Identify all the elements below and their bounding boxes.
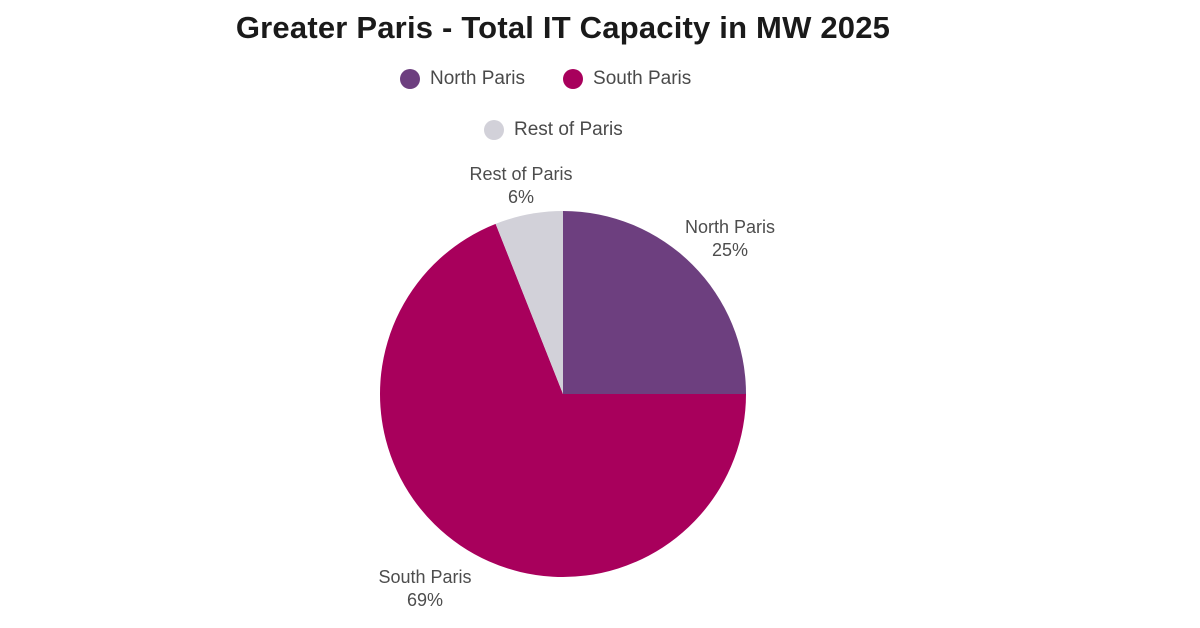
slice-value-label-north-paris: 25% [712,240,748,260]
legend-swatch-north-paris [400,69,420,89]
legend-swatch-rest-of-paris [484,120,504,140]
legend-label-north-paris: North Paris [430,68,526,89]
legend-item-south-paris[interactable]: South Paris [563,68,691,90]
pie-slice-rest-of-paris[interactable] [495,211,563,394]
legend-item-rest-of-paris[interactable]: Rest of Paris [484,119,623,141]
legend-item-north-paris[interactable]: North Paris [400,68,525,90]
legend-swatch-south-paris [563,69,584,89]
pie-slice-north-paris[interactable] [563,211,746,394]
legend-label-south-paris: South Paris [593,68,692,89]
legend-label-rest-of-paris: Rest of Paris [514,119,623,140]
pie-slice-south-paris[interactable] [380,223,746,578]
legend-row-2: Rest of Paris [484,119,623,141]
legend: North Paris South Paris [400,68,691,90]
slice-value-label-rest-of-paris: 6% [508,187,534,207]
slice-name-label-north-paris: North Paris [685,217,775,237]
slice-name-label-rest-of-paris: Rest of Paris [469,164,572,184]
chart-title: Greater Paris - Total IT Capacity in MW … [235,10,891,45]
slice-value-label-south-paris: 69% [407,590,443,610]
slice-name-label-south-paris: South Paris [378,567,471,587]
